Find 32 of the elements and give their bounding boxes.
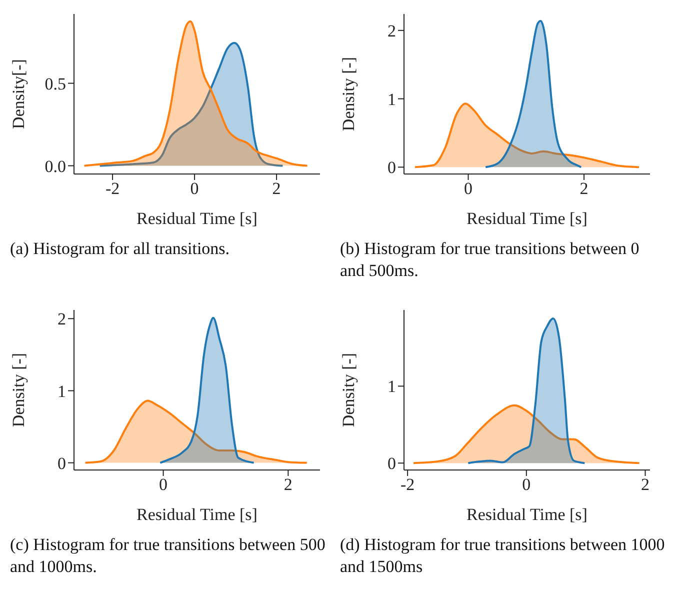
y-tick-label: 0.5 — [44, 74, 66, 94]
text: (a) Histogram for all transitions. — [9, 238, 231, 260]
x-tick-label: -2 — [400, 475, 415, 494]
x-tick-label: 2 — [272, 179, 281, 198]
x-tick-label: 0 — [190, 179, 199, 198]
text: (d) Histogram for true transitions between 1000 and 1500ms — [339, 534, 666, 578]
x-axis-title: Residual Time [s] — [136, 505, 258, 524]
y-tick-label: 0 — [388, 454, 396, 474]
y-axis-title: Density [-] — [9, 352, 28, 428]
y-tick-label: 1 — [388, 90, 396, 109]
y-tick-label: 0 — [58, 454, 66, 473]
x-tick-label: 2 — [284, 475, 292, 494]
y-tick-label: 1 — [388, 377, 396, 396]
y-tick-label: 0.0 — [44, 156, 66, 176]
x-axis-title: Residual Time [s] — [136, 209, 258, 228]
x-axis-title: Residual Time [s] — [466, 505, 588, 524]
text: (c) Histogram for true transitions between 500 and 1000ms. — [9, 534, 326, 578]
y-tick-label: 2 — [388, 21, 396, 40]
y-tick-label: 0 — [388, 158, 396, 178]
x-tick-label: -2 — [105, 179, 120, 198]
y-axis-title: Density[-] — [9, 59, 28, 129]
y-axis-title: Density [-] — [339, 56, 358, 132]
y-tick-label: 1 — [58, 382, 66, 401]
text: (b) Histogram for true transitions between 0 and 500ms. — [339, 238, 640, 282]
x-tick-label: 2 — [640, 475, 650, 494]
x-tick-label: 0 — [464, 179, 472, 198]
x-tick-label: 2 — [580, 179, 588, 198]
y-axis-title: Density [-] — [339, 352, 358, 428]
x-tick-label: 0 — [159, 475, 168, 494]
x-tick-label: 0 — [522, 475, 531, 494]
x-axis-title: Residual Time [s] — [466, 209, 588, 228]
y-tick-label: 2 — [58, 310, 66, 329]
